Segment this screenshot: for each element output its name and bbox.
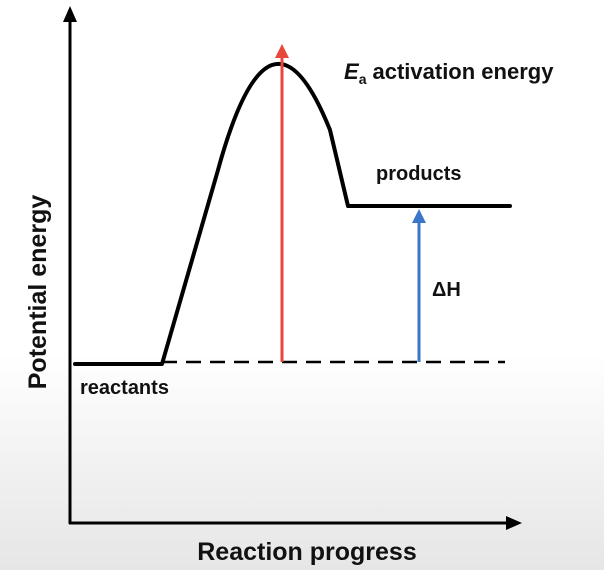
products-label: products bbox=[376, 163, 462, 185]
reactants-label: reactants bbox=[80, 377, 169, 399]
activation-energy-symbol: E bbox=[344, 59, 360, 84]
x-axis-label: Reaction progress bbox=[197, 538, 417, 566]
x-axis-arrowhead bbox=[506, 516, 522, 530]
y-axis-label: Potential energy bbox=[24, 195, 52, 390]
activation-energy-subscript: a bbox=[359, 71, 367, 87]
enthalpy-arrowhead bbox=[412, 209, 426, 223]
enthalpy-label: ΔH bbox=[432, 279, 461, 301]
activation-energy-arrowhead bbox=[275, 44, 289, 58]
y-axis-arrowhead bbox=[63, 6, 77, 22]
activation-energy-text: activation energy bbox=[372, 59, 554, 84]
energy-curve bbox=[73, 62, 512, 366]
activation-energy-label: Ea activation energy bbox=[344, 59, 554, 87]
